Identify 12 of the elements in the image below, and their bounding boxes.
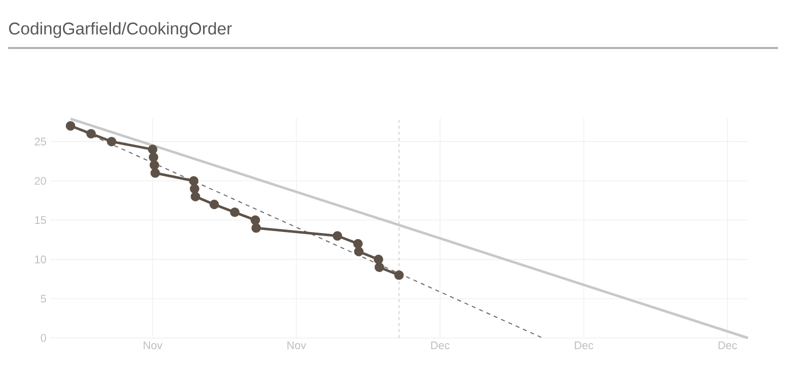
y-tick-label: 5 bbox=[40, 294, 46, 303]
y-tick-label: 25 bbox=[34, 138, 46, 146]
x-tick-label: Dec bbox=[574, 342, 594, 350]
y-tick-label: 15 bbox=[35, 216, 46, 224]
y-tick-label: 10 bbox=[35, 256, 46, 264]
y-tick-label: 20 bbox=[34, 176, 46, 185]
x-tick-label: Nov bbox=[287, 342, 306, 350]
x-tick-label: Dec bbox=[431, 342, 450, 350]
chart-title: CodingGarfield/CookingOrder bbox=[9, 22, 232, 38]
x-tick-label: Dec bbox=[718, 342, 737, 350]
y-tick-label: 0 bbox=[40, 334, 46, 342]
x-tick-label: Nov bbox=[144, 342, 162, 350]
